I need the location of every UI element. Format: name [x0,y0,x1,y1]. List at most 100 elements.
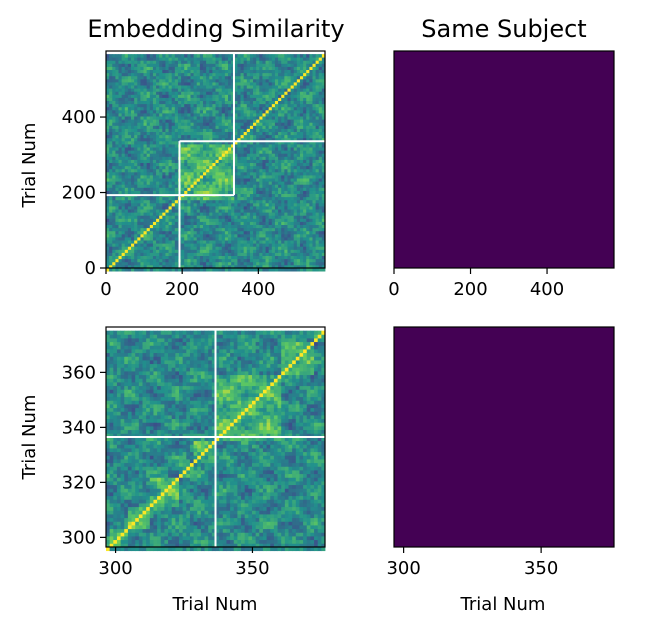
heatmap-cell [321,224,326,229]
heatmap-cell [209,249,213,253]
heatmap-cell [318,181,323,185]
heatmap-cell [287,94,291,98]
heatmap-cell [143,116,148,120]
heatmap-cell [321,168,326,173]
heatmap-cell [237,196,241,201]
heatmap-cell [193,72,198,77]
heatmap-cell [315,206,320,210]
heatmap-cell [146,128,151,132]
heatmap-cell [146,150,151,154]
heatmap-cell [118,243,123,247]
heatmap-cell [131,212,135,216]
heatmap-cell [137,252,141,256]
heatmap-cell [287,187,291,191]
heatmap-cell [115,57,119,61]
heatmap-cell [162,75,166,80]
heatmap-cell [274,209,279,213]
heatmap-cell [278,57,282,61]
heatmap-cell [196,175,201,179]
heatmap-cell [256,215,260,219]
heatmap-cell [215,88,220,92]
heatmap-cell [240,261,245,266]
heatmap-cell [209,165,213,170]
heatmap-cell [262,97,266,101]
heatmap-cell [152,233,157,238]
heatmap-cell [306,249,310,253]
heatmap-cell [196,227,201,232]
heatmap-cell [256,258,260,263]
heatmap-cell [131,206,135,210]
heatmap-cell [274,150,279,154]
heatmap-cell [184,237,188,241]
heatmap-cell [296,63,301,67]
heatmap-cell [243,246,248,250]
heatmap-cell [215,218,220,222]
heatmap-cell [281,54,285,58]
heatmap-cell [268,181,273,185]
heatmap-cell [265,261,270,266]
heatmap-cell [212,221,216,225]
heatmap-cell [168,199,173,204]
heatmap-cell [165,63,169,67]
heatmap-cell [253,72,257,77]
heatmap-cell [181,264,185,269]
heatmap-cell [187,113,191,117]
heatmap-cell [134,237,138,241]
heatmap-cell [315,97,320,101]
heatmap-cell [181,184,185,188]
heatmap-cell [209,261,213,266]
heatmap-cell [290,199,295,204]
heatmap-cell [274,190,279,194]
heatmap-cell [293,119,298,123]
heatmap-cell [284,119,288,123]
heatmap-cell [149,85,154,89]
heatmap-cell [271,168,276,173]
heatmap-cell [218,268,223,272]
heatmap-cell [224,199,229,204]
heatmap-cell [293,190,298,194]
heatmap-cell [271,175,276,179]
heatmap-cell [146,209,151,213]
heatmap-cell [265,230,270,235]
heatmap-cell [221,106,226,111]
heatmap-cell [231,215,235,219]
heatmap-cell [127,175,132,179]
heatmap-cell [162,268,166,272]
heatmap-cell [246,224,251,229]
heatmap-cell [224,69,229,74]
heatmap-cell [115,134,119,139]
heatmap-cell [265,113,270,117]
heatmap-cell [109,106,113,111]
heatmap-cell [321,150,326,154]
heatmap-cell [274,97,279,101]
heatmap-cell [162,88,166,92]
heatmap-cell [159,94,163,98]
heatmap-cell [290,175,295,179]
heatmap-cell [124,156,129,160]
heatmap-cell [168,63,173,67]
heatmap-cell [259,168,263,173]
heatmap-cell [143,119,148,123]
heatmap-cell [131,159,135,163]
heatmap-cell [268,268,273,272]
heatmap-cell [259,159,263,163]
heatmap-cell [112,255,116,260]
heatmap-cell [256,224,260,229]
heatmap-cell [321,72,326,77]
heatmap-cell [212,75,216,80]
heatmap-cell [221,258,226,263]
heatmap-cell [259,54,263,58]
heatmap-cell [265,221,270,225]
heatmap-cell [152,168,157,173]
heatmap-cell [268,175,273,179]
heatmap-cell [312,193,317,198]
heatmap-cell [274,140,279,145]
heatmap-cell [146,103,151,108]
heatmap-cell [259,178,263,182]
heatmap-cell [118,212,123,216]
heatmap-cell [306,193,310,198]
heatmap-cell [293,156,298,160]
heatmap-cell [109,233,113,238]
heatmap-cell [221,91,226,95]
heatmap-cell [174,175,179,179]
